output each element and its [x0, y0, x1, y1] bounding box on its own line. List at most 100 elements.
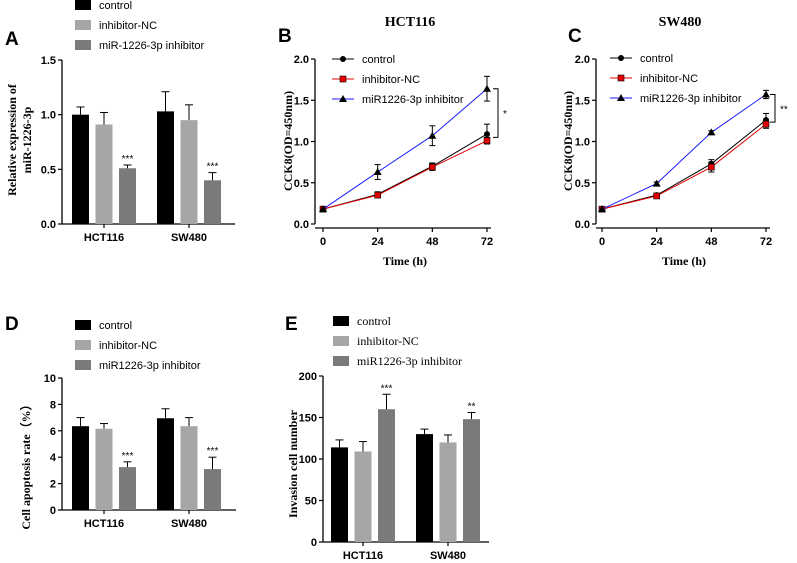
panel-c-marker [598, 205, 606, 213]
panel-c-xlabel: Time (h) [662, 254, 706, 268]
panel-e-ytick-label: 200 [299, 371, 317, 383]
panel-a-bar-chart: 0.0 0.5 1.0 1.5 HCT116 *** SW480 *** control inhi… [41, 0, 235, 244]
panel-d-ytick-label: 0 [50, 505, 56, 517]
panel-a-legend-label: miR-1226-3p inhibitor [99, 40, 204, 52]
panel-d-legend-label: miR1226-3p inhibitor [99, 360, 201, 372]
panel-e-ylabel: Invasion cell number [286, 409, 300, 518]
panel-label-b: B [278, 26, 292, 47]
panel-a-bar [119, 168, 136, 224]
panel-d-legend-swatch [75, 360, 91, 370]
panel-c-line-chart: 0.0 0.5 1.0 1.5 2.0 0 24 48 72 control inhibitor-N… [575, 53, 788, 248]
panel-a-bar [180, 120, 198, 224]
panel-label-a: A [5, 29, 19, 50]
panel-d-legend-swatch [75, 340, 91, 350]
panel-a-legend-swatch [75, 20, 91, 30]
panel-d-significance: *** [207, 446, 219, 457]
panel-b-legend-label: control [362, 54, 395, 66]
panel-e-bar [416, 434, 433, 542]
panel-e-significance: ** [468, 402, 476, 413]
panel-b-marker [428, 131, 437, 139]
panel-c-ylabel: CCK8(OD=450nm) [561, 91, 575, 191]
panel-a-xtick-label: HCT116 [84, 232, 124, 244]
panel-b-line-chart: 0.0 0.5 1.0 1.5 2.0 0 24 48 72 control inhibitor-N… [294, 54, 507, 248]
panel-b-significance: * [503, 109, 507, 120]
panel-b-xtick-label: 24 [372, 236, 385, 248]
panel-e-legend-swatch [333, 336, 349, 346]
panel-e-xtick-label: HCT116 [343, 550, 383, 562]
panel-c-series-line [601, 123, 767, 210]
panel-d-bar [119, 467, 136, 510]
panel-label-e: E [285, 314, 298, 335]
panel-d-bar-chart: 0 2 4 6 8 10 HCT116 *** SW480 *** control inhibitor… [44, 320, 236, 530]
panel-e-legend-label: miR1226-3p inhibitor [357, 354, 462, 368]
panel-c-marker [653, 192, 660, 200]
panel-b-xlabel: Time (h) [383, 254, 427, 268]
panel-c-legend-label: inhibitor-NC [640, 73, 698, 85]
panel-d-xtick-label: SW480 [171, 518, 207, 530]
panel-d-ytick-label: 4 [50, 452, 57, 464]
panel-c-legend-label: control [640, 53, 673, 65]
panel-c-legend-marker [617, 94, 625, 101]
panel-b-legend-marker [339, 95, 347, 102]
panel-c-title: SW480 [659, 15, 702, 30]
panel-e-legend-label: control [357, 314, 392, 328]
panel-d-ytick-label: 6 [50, 426, 56, 438]
panel-e-legend-swatch [333, 356, 349, 366]
panel-b-marker [429, 163, 436, 171]
panel-b-ytick-label: 2.0 [294, 54, 309, 66]
panel-a-xtick-label: SW480 [171, 232, 207, 244]
panel-a-bar [95, 124, 113, 224]
panel-b-ylabel: CCK8(OD=450nm) [281, 91, 295, 191]
panel-a-legend-swatch [75, 40, 91, 50]
panel-b-marker [374, 191, 381, 199]
panel-b-marker [484, 131, 490, 138]
panel-a-ylabel-line1: Relative expression of [5, 83, 19, 196]
panel-d-legend-label: inhibitor-NC [99, 340, 157, 352]
panel-d-bar [95, 428, 113, 510]
panel-c-marker [707, 128, 716, 136]
panel-a-legend-label: inhibitor-NC [99, 20, 157, 32]
panel-c-significance: ** [780, 104, 788, 115]
panel-d-bar [72, 426, 89, 510]
panel-b-marker [483, 84, 491, 92]
panel-e-bar [378, 409, 395, 542]
panel-a-significance: *** [122, 154, 134, 165]
panel-c-xtick-label: 0 [599, 236, 605, 248]
panel-c-marker [762, 120, 770, 128]
panel-a-legend-label: control [99, 0, 132, 12]
panel-b-legend-label: miR1226-3p inhibitor [362, 94, 464, 106]
panel-b-xtick-label: 0 [320, 236, 326, 248]
panel-a-ylabel-line2: miR-1226-3p [20, 106, 34, 173]
panel-b-legend-label: inhibitor-NC [362, 74, 420, 86]
panel-d-legend-label: control [99, 320, 132, 332]
panel-b-title: HCT116 [385, 15, 436, 30]
panel-c-ytick-label: 1.5 [575, 95, 590, 107]
panel-label-c: C [568, 26, 582, 47]
panel-b-series-line [322, 88, 488, 210]
panel-c-series-line [601, 94, 767, 210]
panel-b-ytick-label: 0.5 [294, 178, 309, 190]
panel-b-xtick-label: 72 [481, 236, 493, 248]
panel-b-legend-marker [339, 75, 347, 83]
panel-e-legend-swatch [333, 316, 349, 326]
panel-e-ytick-label: 150 [299, 413, 317, 425]
panel-b-marker [373, 168, 382, 176]
panel-c-ytick-label: 0.5 [575, 178, 590, 190]
panel-d-ylabel: Cell apoptosis rate（%） [18, 398, 33, 529]
panel-c-xtick-label: 24 [651, 236, 664, 248]
panel-b-ytick-label: 0.0 [294, 219, 309, 231]
panel-e-bar [439, 442, 457, 542]
panel-e-bar [354, 451, 372, 542]
panel-a-ytick-label: 1.0 [41, 110, 56, 122]
panel-c-marker [652, 179, 661, 187]
panel-a-ytick-label: 0.0 [41, 219, 56, 231]
panel-c-marker [762, 90, 770, 98]
panel-a-ytick-label: 1.5 [41, 55, 56, 67]
panel-a-bar [157, 111, 174, 224]
panel-c-legend-marker [617, 74, 625, 82]
panel-e-bar [463, 419, 480, 542]
panel-c-significance-bracket [770, 93, 776, 123]
panel-b-marker [483, 137, 491, 144]
panel-d-bar [204, 469, 221, 510]
